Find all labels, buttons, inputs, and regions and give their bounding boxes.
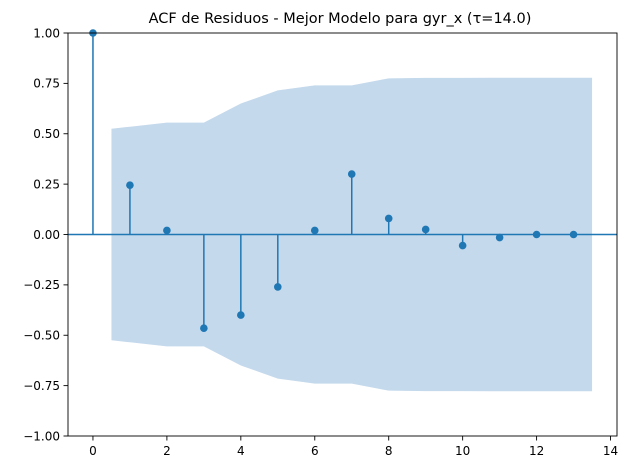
y-tick-label: −0.75 [23, 379, 60, 393]
acf-marker-lag-9 [421, 225, 430, 234]
x-tick-label: 8 [385, 444, 393, 458]
y-tick-label: 0.75 [33, 77, 60, 91]
acf-marker-lag-6 [310, 226, 319, 235]
x-tick-label: 0 [89, 444, 97, 458]
y-tick-label: 1.00 [33, 26, 60, 40]
acf-marker-lag-5 [274, 283, 282, 291]
stem-layer [89, 29, 578, 332]
x-tick-label: 4 [237, 444, 245, 458]
x-tick-label: 6 [311, 444, 319, 458]
acf-marker-lag-4 [237, 311, 245, 319]
acf-marker-lag-10 [458, 241, 467, 250]
acf-marker-lag-1 [126, 181, 134, 189]
acf-marker-lag-13 [569, 230, 578, 239]
axes-layer: 0 2 4 6 8 10 12 14 1.00 0.75 0.50 0.25 0.00 −0.25 −0.5… [23, 26, 618, 458]
acf-marker-lag-7 [347, 170, 356, 178]
acf-marker-lag-11 [495, 233, 504, 242]
acf-marker-lag-2 [163, 226, 171, 235]
y-tick-label: 0.50 [33, 127, 60, 141]
y-tick-label: −0.50 [23, 329, 60, 343]
x-tick-label: 2 [163, 444, 171, 458]
y-tick-label: −1.00 [23, 429, 60, 443]
x-tick-label: 14 [603, 444, 618, 458]
x-tick-label: 10 [455, 444, 470, 458]
x-tick-label: 12 [529, 444, 544, 458]
chart-title: ACF de Residuos - Mejor Modelo para gyr_… [149, 11, 532, 27]
acf-marker-lag-12 [532, 230, 541, 239]
acf-marker-lag-8 [384, 214, 393, 223]
y-tick-label: 0.25 [33, 177, 60, 191]
y-tick-label: −0.25 [23, 278, 60, 292]
y-tick-label: 0.00 [33, 228, 60, 242]
acf-marker-lag-3 [200, 324, 208, 332]
